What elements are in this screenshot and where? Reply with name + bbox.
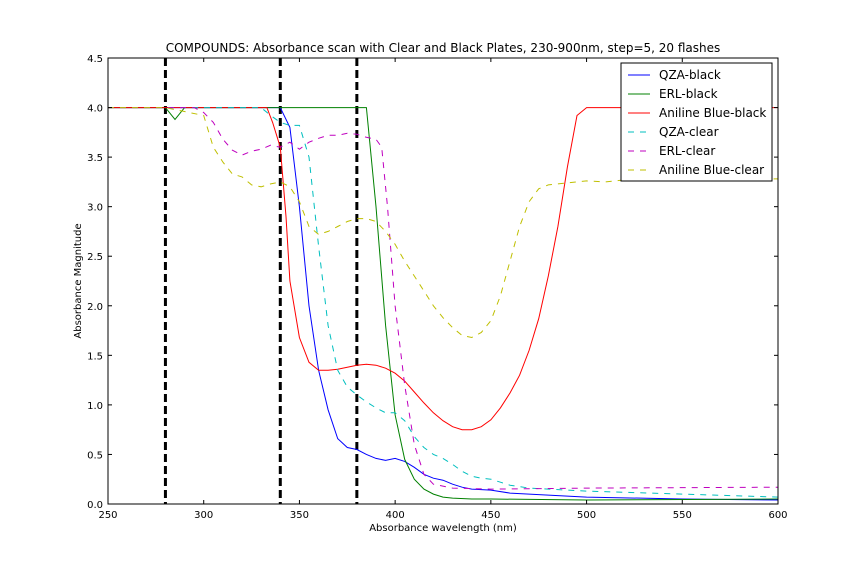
series-line-1 (108, 107, 779, 501)
series-lines (108, 107, 779, 501)
x-axis-ticks: 250 300 350 400 450 500 550 600 (98, 58, 788, 521)
x-tick-label: 400 (386, 510, 405, 521)
y-tick-label: 2.5 (87, 252, 103, 263)
legend-label-5: ERL-clear (659, 144, 715, 158)
x-tick-label: 350 (290, 510, 309, 521)
legend-label-6: Aniline Blue-clear (659, 163, 764, 177)
legend-label-4: QZA-clear (659, 125, 719, 139)
x-tick-label: 300 (194, 510, 213, 521)
y-axis-label: Absorbance Magnitude (73, 223, 84, 338)
y-axis-ticks: 0.0 0.5 1.0 1.5 2.0 2.5 3.0 3.5 4.0 4.5 (87, 54, 778, 511)
x-tick-label: 600 (768, 510, 787, 521)
legend: QZA-black ERL-black Aniline Blue-black QZA-… (620, 62, 773, 182)
legend-label-1: QZA-black (659, 68, 721, 82)
y-tick-label: 2.0 (87, 302, 103, 313)
x-tick-label: 450 (481, 510, 500, 521)
y-tick-label: 4.0 (87, 104, 103, 115)
series-line-4 (108, 107, 779, 498)
y-tick-label: 0.5 (87, 450, 103, 461)
y-tick-label: 1.5 (87, 351, 103, 362)
y-tick-label: 3.5 (87, 153, 103, 164)
y-tick-label: 3.0 (87, 203, 103, 214)
y-tick-label: 0.0 (87, 500, 103, 511)
y-tick-label: 1.0 (87, 401, 103, 412)
chart-title: COMPOUNDS: Absorbance scan with Clear an… (166, 41, 721, 55)
series-line-5 (108, 107, 779, 490)
x-tick-label: 500 (577, 510, 596, 521)
x-axis-label: Absorbance wavelength (nm) (369, 523, 517, 534)
legend-label-2: ERL-black (659, 87, 718, 101)
x-tick-label: 550 (673, 510, 692, 521)
x-tick-label: 250 (98, 510, 117, 521)
reference-lines (163, 58, 359, 504)
y-tick-label: 4.5 (87, 54, 103, 65)
axes-border (107, 57, 779, 505)
legend-items: QZA-black ERL-black Aniline Blue-black QZA-… (628, 68, 766, 177)
legend-box (620, 62, 773, 182)
legend-label-3: Aniline Blue-black (659, 106, 766, 120)
series-line-3 (108, 107, 778, 431)
